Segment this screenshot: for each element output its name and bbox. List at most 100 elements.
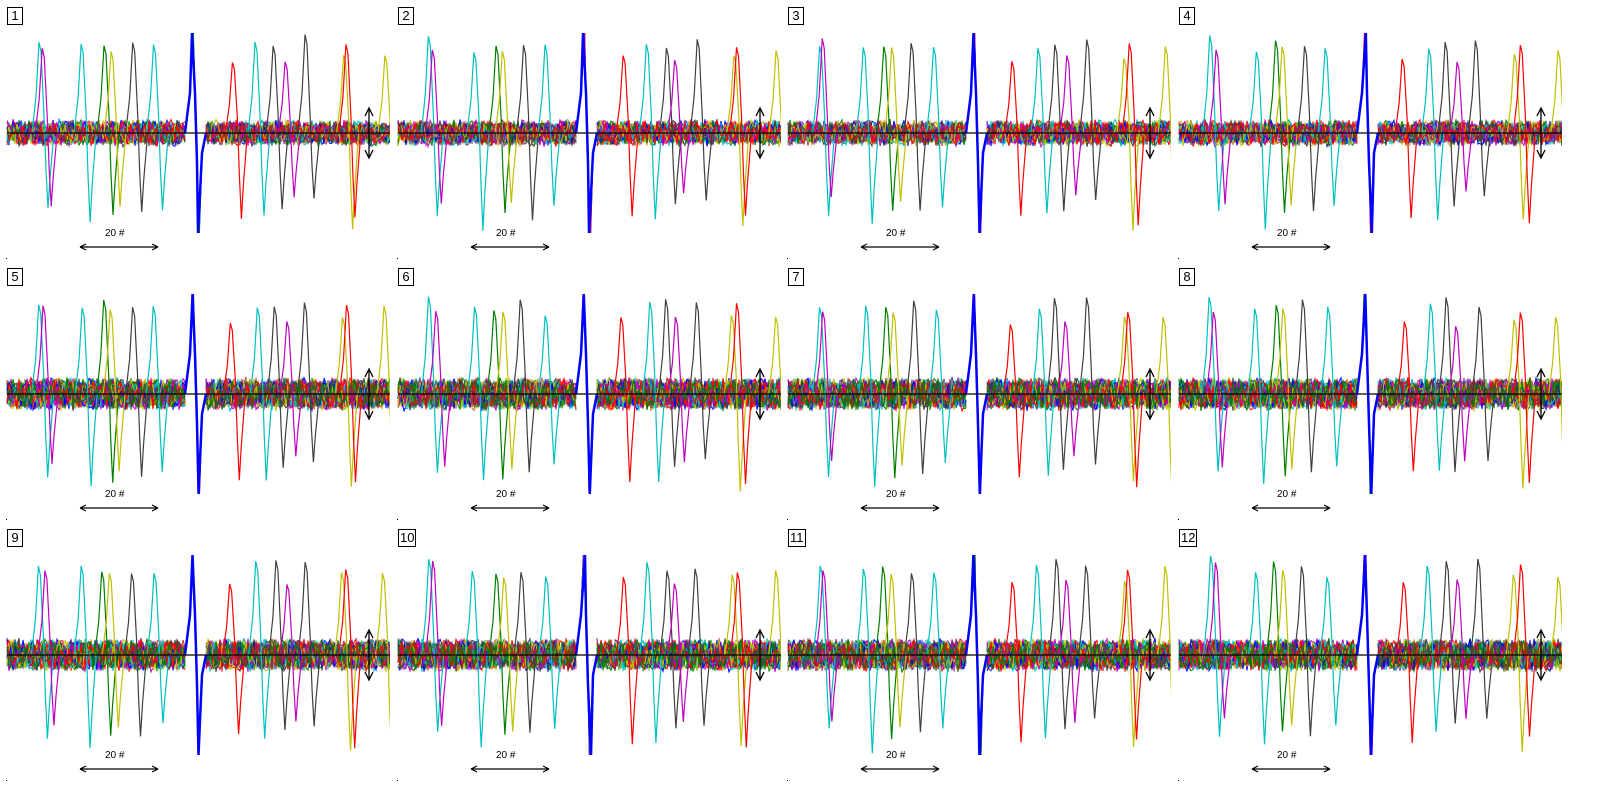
spike-trace [1004,61,1028,216]
spike-trace [145,306,169,472]
spike-trace [486,310,510,480]
spike-trace [101,573,125,728]
amplitude-marker-icon [1536,106,1546,160]
spike-trace [1078,297,1103,465]
noise-trace [6,376,186,409]
spike-trace [1274,46,1298,206]
spike-trace [814,38,838,198]
central-spike-trace [1355,554,1380,756]
spike-trace [666,583,690,723]
spike-trace [420,296,444,473]
spike-trace [1155,317,1171,483]
spike-trace [1512,44,1536,224]
panel-label: 3 [788,7,804,25]
corner-dot [397,519,398,520]
spike-trace [1119,569,1144,740]
central-spike-trace [183,554,208,756]
spike-trace [875,566,899,740]
channel-panel: 7 20 # [781,261,1171,522]
waveform-plot [397,293,781,520]
spike-trace [642,302,666,483]
central-spike-trace [964,293,989,495]
corner-dot [1178,780,1179,781]
spike-trace [495,311,519,470]
spike-trace [96,45,120,215]
spike-trace [724,574,748,746]
noise-trace [205,380,390,409]
spike-trace [1320,306,1344,467]
panel-label: 6 [398,268,414,286]
central-spike-trace [574,554,599,756]
spike-trace [1059,55,1083,196]
spike-trace [488,45,512,214]
spike-trace [222,323,246,481]
spike-trace [812,46,836,217]
spike-trace [1419,565,1443,733]
spike-trace [125,307,149,477]
spike-trace [1421,48,1445,221]
spike-trace [858,305,882,487]
waveform-plot [1178,554,1562,781]
noise-trace [397,380,577,410]
channel-panel: 12 20 # [1172,522,1562,783]
spike-trace [1296,46,1321,212]
spike-trace [123,573,148,737]
central-spike-trace [1355,32,1380,234]
spike-trace [249,307,273,481]
amplitude-marker-icon [1145,367,1155,421]
spike-trace [377,55,390,139]
waveform-plot [787,293,1171,520]
spike-trace [297,34,321,199]
spike-trace [1116,316,1140,482]
spike-trace [34,48,58,207]
panel-label: 11 [788,529,806,547]
noise-trace [205,637,390,670]
spike-trace [537,315,561,465]
scale-bar-label: 20 # [105,750,125,761]
central-spike-trace [183,293,208,495]
spike-trace [1116,58,1140,231]
spike-trace [222,583,246,735]
scale-bar [860,504,940,512]
scale-bar-label: 20 # [105,228,125,239]
spike-trace [73,565,97,749]
scale-bar [860,243,940,251]
spike-trace [420,36,444,217]
waveform-plot [6,554,390,781]
spike-trace [266,306,290,468]
spike-trace [928,309,952,464]
scale-bar-label: 20 # [496,489,516,500]
corner-dot [787,519,788,520]
spike-trace [855,47,879,224]
spike-trace [1078,565,1102,719]
noise-trace [6,379,186,409]
noise-trace [787,639,967,672]
spike-trace [296,302,320,463]
spike-trace [613,317,637,483]
scale-bar [470,504,550,512]
spike-trace [615,55,639,217]
scale-bar [860,765,940,773]
noise-trace [205,120,390,145]
spike-trace [1028,565,1052,739]
spike-trace [1202,35,1226,211]
spike-trace [658,47,682,205]
spike-trace [878,306,902,479]
panel-label: 5 [7,268,23,286]
noise-trace [1178,638,1358,671]
spike-trace [667,59,691,194]
channel-panel: 3 20 # [781,0,1171,261]
spike-trace [1047,44,1071,212]
panel-label: 9 [7,529,23,547]
spike-trace [768,316,781,411]
spike-trace [37,570,61,726]
scale-bar [79,765,159,773]
channel-panel: 5 20 # [0,261,390,522]
spike-trace [428,310,452,467]
spike-trace [1548,317,1562,446]
spike-trace [102,309,126,472]
noise-trace [397,641,577,670]
spike-trace [73,43,97,223]
scale-bar [79,243,159,251]
spike-trace [688,302,712,460]
